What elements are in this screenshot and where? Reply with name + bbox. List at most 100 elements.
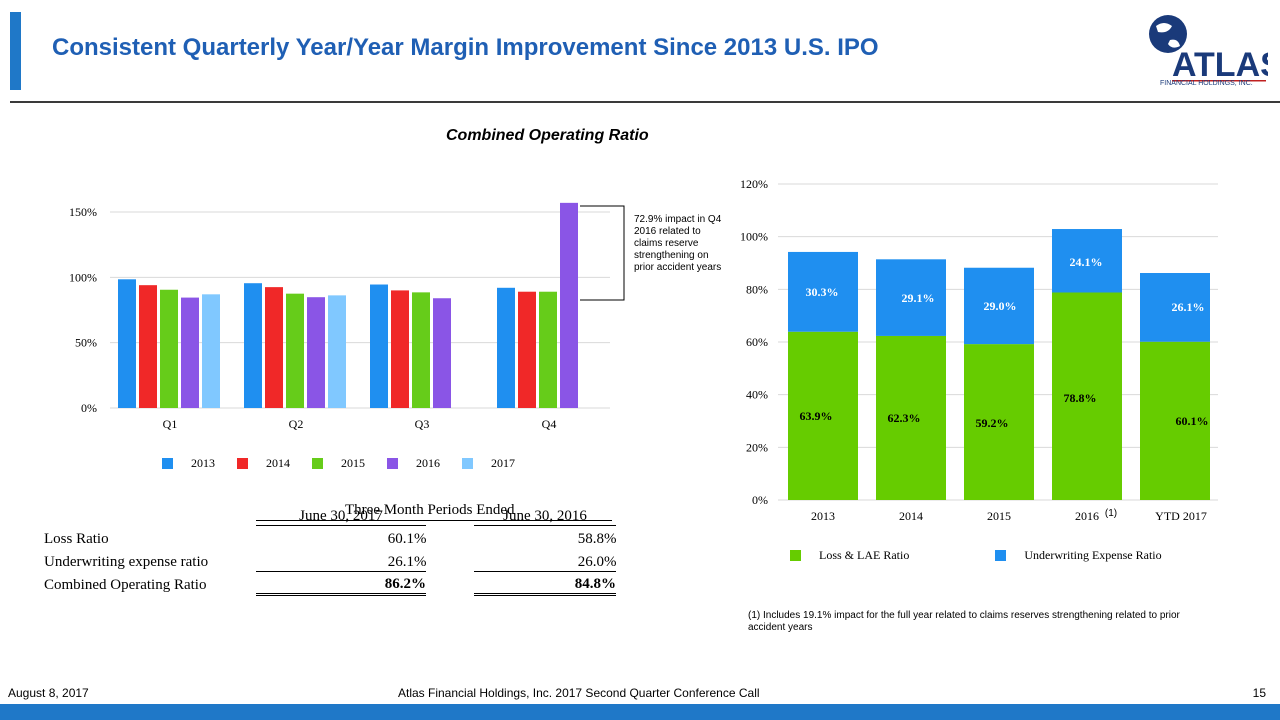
cell-value: 26.1 xyxy=(387,553,414,570)
data-label-underwriting: 26.1% xyxy=(1172,300,1205,314)
bar-underwriting-YTD 2017 xyxy=(1140,273,1210,342)
annotation-bracket xyxy=(580,205,625,301)
table-header-row: June 30, 2017 June 30, 2016 xyxy=(44,502,616,526)
col-header-2016: June 30, 2016 xyxy=(474,502,616,526)
cell-value: 60.1 xyxy=(387,531,414,547)
x-tick-label: Q3 xyxy=(415,417,430,431)
row-label: Combined Operating Ratio xyxy=(44,577,207,593)
bar-2014-Q2 xyxy=(265,287,283,408)
ratio-table: June 30, 2017 June 30, 2016 Loss Ratio 6… xyxy=(44,502,617,596)
bar-2017-Q1 xyxy=(202,294,220,408)
data-label-underwriting: 29.1% xyxy=(902,291,935,305)
bar-2016-Q2 xyxy=(307,297,325,408)
y-tick-label: 100% xyxy=(69,270,97,284)
cell-value: 58.8 xyxy=(577,531,604,547)
cell-value: 86.2% xyxy=(384,575,426,592)
chart-heading: Combined Operating Ratio xyxy=(446,127,649,144)
cell-suffix: % xyxy=(604,553,617,570)
legend-swatch xyxy=(162,458,173,469)
table-row: Combined Operating Ratio 86.2% 84.8% xyxy=(44,571,616,596)
legend-swatch xyxy=(312,458,323,469)
bar-2015-Q2 xyxy=(286,293,304,408)
col-header-2017: June 30, 2017 xyxy=(256,502,426,526)
cell-suffix: % xyxy=(604,531,617,547)
bar-2017-Q2 xyxy=(328,295,346,408)
x-tick-label: YTD 2017 xyxy=(1155,509,1207,523)
data-label-loss: 59.2% xyxy=(976,416,1009,430)
y-tick-label: 50% xyxy=(75,336,97,350)
x-tick-label: 2016 xyxy=(1075,509,1099,523)
x-tick-note: (1) xyxy=(1105,508,1117,519)
bar-2014-Q1 xyxy=(139,285,157,408)
bar-underwriting-2015 xyxy=(964,267,1034,345)
footer-bar xyxy=(0,704,1280,720)
y-tick-label: 100% xyxy=(740,230,768,244)
cell-suffix: % xyxy=(414,531,427,547)
bar-2015-Q4 xyxy=(539,291,557,408)
bar-loss-2013 xyxy=(788,331,858,500)
legend-swatch xyxy=(237,458,248,469)
y-tick-label: 120% xyxy=(740,177,768,191)
bar-2016-Q1 xyxy=(181,297,199,408)
legend-swatch xyxy=(995,550,1007,561)
legend-swatch xyxy=(790,550,801,561)
x-tick-label: 2015 xyxy=(987,509,1011,523)
legend-item: 2014 xyxy=(237,456,290,471)
bar-underwriting-2014 xyxy=(876,259,946,336)
y-tick-label: 80% xyxy=(746,282,768,296)
bar-2016-Q4 xyxy=(560,202,578,408)
legend-item: 2017 xyxy=(462,456,515,471)
accent-bar xyxy=(10,12,21,90)
quarterly-chart: 0% 50% 100% 150% Q1 Q2 Q3 Q4 xyxy=(69,202,625,431)
legend-label: 2014 xyxy=(266,456,290,470)
bar-2014-Q3 xyxy=(391,290,409,408)
page-title: Consistent Quarterly Year/Year Margin Im… xyxy=(52,34,879,61)
y-tick-label: 0% xyxy=(81,401,97,415)
bar-2015-Q3 xyxy=(412,292,430,408)
bar-loss-YTD 2017 xyxy=(1140,341,1210,500)
bar-2013-Q3 xyxy=(370,284,388,408)
bar-2013-Q2 xyxy=(244,283,262,408)
cell-suffix: % xyxy=(414,553,427,570)
cell-value: 26.0 xyxy=(577,553,604,570)
bar-2013-Q4 xyxy=(497,287,515,408)
data-label-underwriting: 24.1% xyxy=(1070,255,1103,269)
legend-item: Underwriting Expense Ratio xyxy=(995,548,1162,563)
atlas-logo: ATLAS xyxy=(1149,15,1268,84)
data-label-underwriting: 30.3% xyxy=(806,285,839,299)
x-tick-label: Q4 xyxy=(542,417,557,431)
bar-loss-2015 xyxy=(964,344,1034,500)
legend-label: 2013 xyxy=(191,456,215,470)
quarterly-legend: 2013 2014 2015 2016 2017 xyxy=(162,456,537,471)
legend-label: 2016 xyxy=(416,456,440,470)
data-label-loss: 62.3% xyxy=(888,411,921,425)
data-label-loss: 63.9% xyxy=(800,409,833,423)
data-label-loss: 78.8% xyxy=(1064,391,1097,405)
bar-2014-Q4 xyxy=(518,291,536,408)
bar-2015-Q1 xyxy=(160,289,178,408)
footer-date: August 8, 2017 xyxy=(8,686,89,700)
legend-swatch xyxy=(387,458,398,469)
y-tick-label: 60% xyxy=(746,335,768,349)
data-label-underwriting: 29.0% xyxy=(984,299,1017,313)
logo-subtitle: FINANCIAL HOLDINGS, INC. xyxy=(1160,80,1253,87)
x-tick-label: Q2 xyxy=(289,417,304,431)
legend-item: Loss & LAE Ratio xyxy=(790,548,909,563)
bar-2016-Q3 xyxy=(433,298,451,408)
bar-loss-2016 xyxy=(1052,292,1122,500)
legend-label: 2015 xyxy=(341,456,365,470)
legend-label: Underwriting Expense Ratio xyxy=(1024,548,1162,562)
bar-loss-2014 xyxy=(876,335,946,500)
annual-legend: Loss & LAE Ratio Underwriting Expense Rat… xyxy=(790,548,1162,563)
q4-annotation: 72.9% impact in Q4 2016 related to claim… xyxy=(634,214,722,273)
table-row: Loss Ratio 60.1% 58.8% xyxy=(44,525,617,548)
footer-title: Atlas Financial Holdings, Inc. 2017 Seco… xyxy=(398,686,760,700)
y-tick-label: 150% xyxy=(69,205,97,219)
y-tick-label: 40% xyxy=(746,388,768,402)
logo-text: ATLAS xyxy=(1172,46,1268,84)
legend-label: Loss & LAE Ratio xyxy=(819,548,910,562)
x-tick-label: 2013 xyxy=(811,509,835,523)
legend-label: 2017 xyxy=(491,456,515,470)
bar-2013-Q1 xyxy=(118,279,136,408)
bar-underwriting-2016 xyxy=(1052,229,1122,293)
